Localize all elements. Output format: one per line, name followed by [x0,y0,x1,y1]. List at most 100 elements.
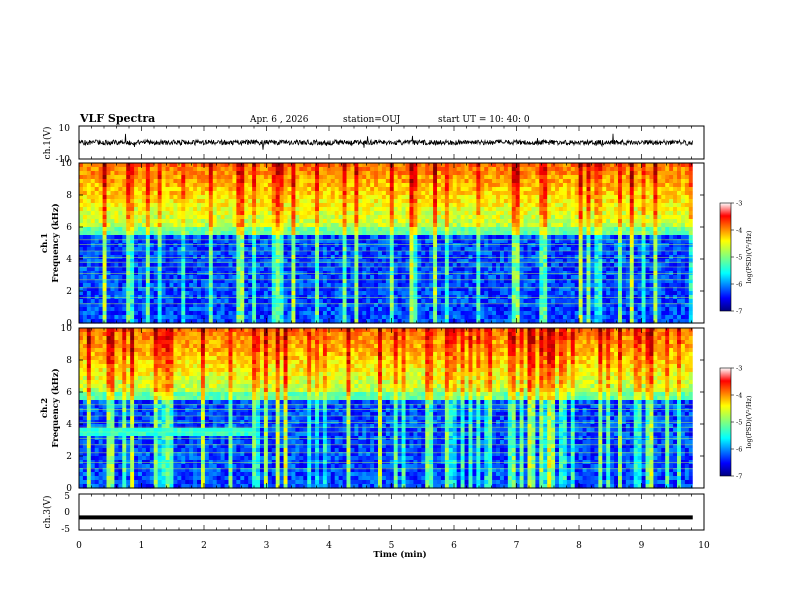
spectrogram-cell [389,215,395,220]
spectrogram-cell [378,259,383,264]
spectrogram-cell [366,215,371,220]
spectrogram-cell [621,179,627,184]
spectrogram-cell [409,275,415,280]
spectrogram-cell [374,195,379,200]
spectrogram-cell [539,259,544,264]
spectrogram-cell [287,211,293,216]
spectrogram-cell [169,235,175,240]
spectrogram-cell [511,247,517,252]
spectrogram-cell [102,251,108,256]
spectrogram-cell [440,199,446,204]
spectrogram-cell [334,163,340,168]
spectrogram-cell [283,259,289,264]
spectrogram-cell [397,215,403,220]
spectrogram-cell [256,231,261,236]
spectrogram-cell [519,187,525,192]
spectrogram-cell [417,175,422,180]
spectrogram-cell [185,287,190,292]
spectrogram-cell [358,283,363,288]
spectrogram-cell [381,275,387,280]
spectrogram-cell [480,211,485,216]
spectrogram-cell [523,287,529,292]
spectrogram-cell [602,175,607,180]
spectrogram-cell [405,227,411,232]
spectrogram-cell [590,279,595,284]
spectrogram-cell [381,171,387,176]
spectrogram-cell [523,219,529,224]
spectrogram-cell [437,247,442,252]
spectrogram-cell [291,263,296,268]
spectrogram-cell [193,203,198,208]
spectrogram-cell [271,179,277,184]
spectrogram-cell [114,219,119,224]
spectrogram-cell [586,171,592,176]
spectrogram-cell [433,163,438,168]
spectrogram-cell [555,239,560,244]
spectrogram-cell [429,199,434,204]
spectrogram-cell [677,287,682,292]
spectrogram-cell [86,251,92,256]
spectrogram-cell [165,283,171,288]
spectrogram-cell [90,171,96,176]
spectrogram-cell [193,251,198,256]
spectrogram-cell [177,287,182,292]
spectrogram-cell [547,243,552,248]
spectrogram-cell [259,231,265,236]
spectrogram-cell [374,259,379,264]
spectrogram-cell [79,263,84,268]
spectrogram-cell [653,191,658,196]
spectrogram-cell [590,231,595,236]
spectrogram-cell [621,163,627,168]
spectrogram-cell [484,207,489,212]
spectrogram-cell [153,211,159,216]
spectrogram-cell [161,287,167,292]
spectrogram-cell [527,171,533,176]
spectrogram-cell [582,231,588,236]
spectrogram-cell [531,183,536,188]
spectrogram-cell [244,207,249,212]
spectrogram-cell [598,171,603,176]
spectrogram-cell [177,211,182,216]
spectrogram-cell [677,227,682,232]
spectrogram-cell [488,175,493,180]
spectrogram-cell [208,187,214,192]
spectrogram-cell [102,263,108,268]
spectrogram-cell [621,267,627,272]
spectrogram-cell [669,223,674,228]
spectrogram-cell [263,251,269,256]
spectrogram-cell [228,287,234,292]
spectrogram-cell [94,243,100,248]
spectrogram-cell [547,207,552,212]
spectrogram-cell [138,191,143,196]
spectrogram-cell [200,219,206,224]
spectrogram-cell [566,267,572,272]
spectrogram-cell [181,279,186,284]
spectrogram-cell [456,223,462,228]
spectrogram-cell [688,219,694,224]
spectrogram-cell [661,187,666,192]
spectrogram-cell [216,219,222,224]
spectrogram-cell [362,247,367,252]
spectrogram-cell [401,283,407,288]
spectrogram-cell [480,191,485,196]
spectrogram-cell [649,179,654,184]
spectrogram-cell [653,175,658,180]
spectrogram-cell [106,259,112,264]
spectrogram-cell [401,287,407,292]
spectrogram-cell [114,231,119,236]
spectrogram-cell [437,203,442,208]
spectrogram-cell [94,263,100,268]
spectrogram-cell [535,251,540,256]
spectrogram-cell [90,223,96,228]
spectrogram-cell [570,167,576,172]
spectrogram-cell [429,183,434,188]
spectrogram-cell [141,235,147,240]
spectrogram-cell [354,283,359,288]
spectrogram-cell [610,171,615,176]
spectrogram-cell [464,235,470,240]
spectrogram-cell [126,231,131,236]
spectrogram-cell [574,191,580,196]
spectrogram-cell [374,227,379,232]
spectrogram-cell [189,227,194,232]
spectrogram-cell [684,231,690,236]
